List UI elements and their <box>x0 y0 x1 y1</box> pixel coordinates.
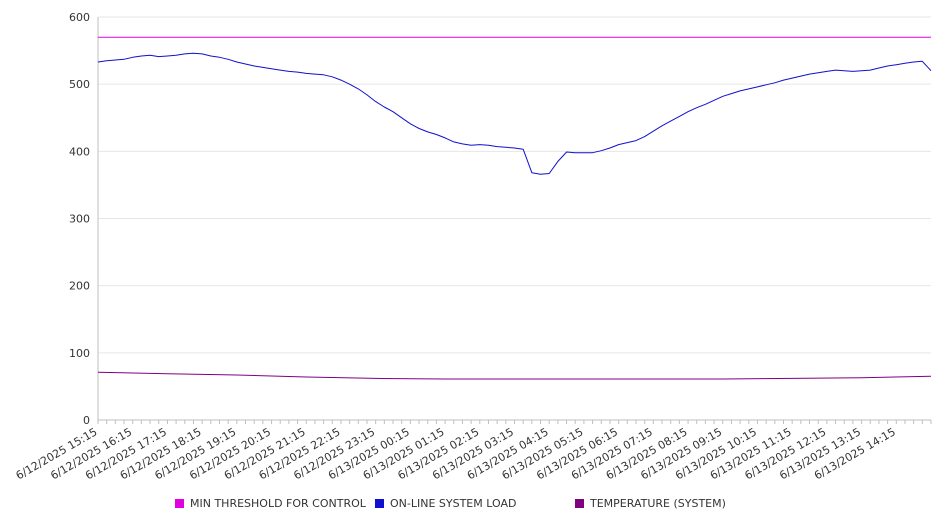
y-tick-label-200: 200 <box>69 280 90 293</box>
legend: MIN THRESHOLD FOR CONTROL ON-LINE SYSTEM… <box>0 497 946 515</box>
legend-label-temperature: TEMPERATURE (SYSTEM) <box>590 497 726 510</box>
legend-item-temperature[interactable]: TEMPERATURE (SYSTEM) <box>575 497 726 510</box>
y-tick-label-400: 400 <box>69 145 90 158</box>
gridlines <box>98 16 931 354</box>
series-line-2 <box>97 371 932 380</box>
legend-swatch-system-load <box>375 499 384 508</box>
y-axis-ticks: 0 100 200 300 400 500 600 <box>69 11 90 427</box>
legend-item-system-load[interactable]: ON-LINE SYSTEM LOAD <box>375 497 516 510</box>
series-lines <box>97 36 932 380</box>
legend-swatch-threshold <box>175 499 184 508</box>
x-axis-ticks: 6/12/2025 15:156/12/2025 16:156/12/2025 … <box>14 420 932 482</box>
legend-item-threshold[interactable]: MIN THRESHOLD FOR CONTROL <box>175 497 366 510</box>
y-tick-label-0: 0 <box>83 414 90 427</box>
legend-label-threshold: MIN THRESHOLD FOR CONTROL <box>190 497 366 510</box>
series-line-1 <box>97 52 932 175</box>
line-chart: 0 100 200 300 400 500 600 6/12/2025 15:156/12/… <box>14 11 932 482</box>
y-tick-label-300: 300 <box>69 213 90 226</box>
y-tick-label-100: 100 <box>69 347 90 360</box>
legend-label-system-load: ON-LINE SYSTEM LOAD <box>390 497 517 510</box>
legend-swatch-temperature <box>575 499 584 508</box>
y-tick-label-500: 500 <box>69 78 90 91</box>
y-tick-label-600: 600 <box>69 11 90 24</box>
